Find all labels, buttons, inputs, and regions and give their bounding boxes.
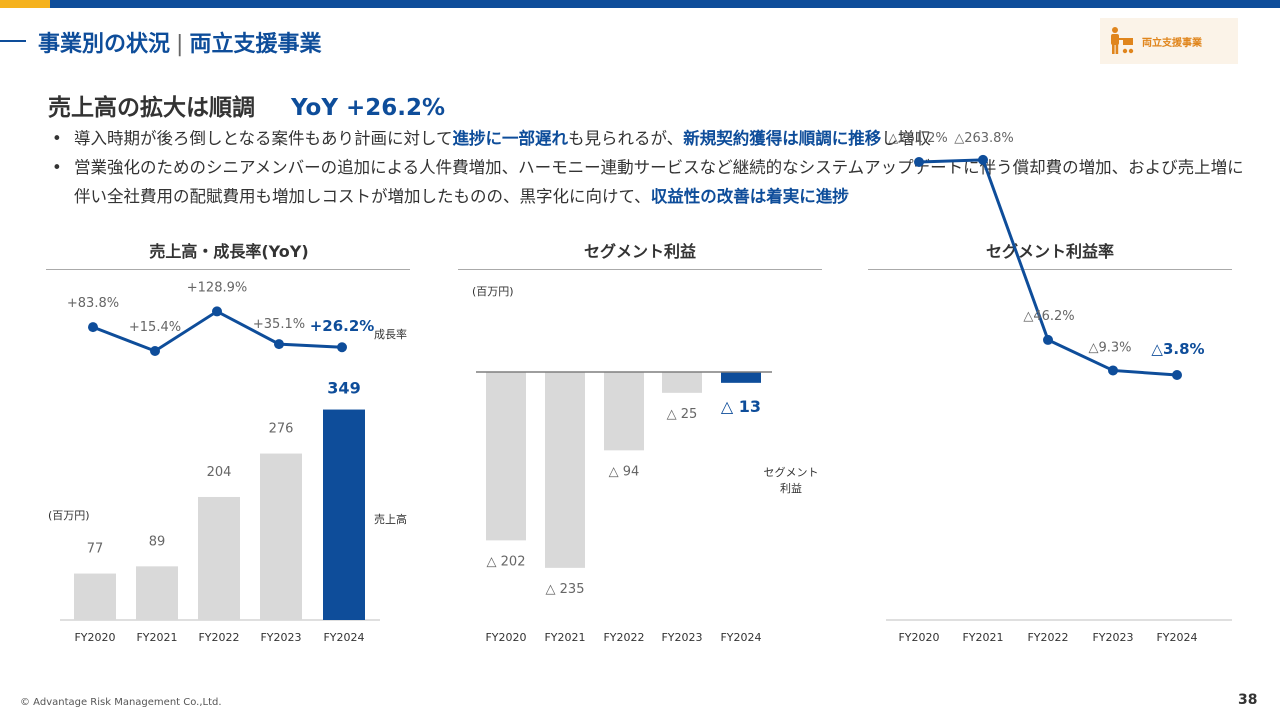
margin-x-tick: FY2023: [1092, 631, 1133, 644]
margin-chart-rule: [868, 269, 1232, 270]
growth-label: +35.1%: [253, 317, 305, 332]
sales-bar-label: 77: [87, 542, 104, 557]
bullet-1-highlight-2: 新規契約獲得は順調に推移: [683, 129, 882, 148]
sales-bar-legend: 売上高: [374, 512, 407, 526]
growth-point: [274, 339, 284, 350]
bullet-1-part-5: し増収: [881, 129, 931, 148]
sales-bar: [74, 573, 116, 620]
headline: 売上高の拡大は順調 YoY +26.2%: [48, 88, 445, 122]
growth-label: +83.8%: [67, 296, 119, 311]
profit-bar: [604, 372, 644, 451]
sales-bar-label: 204: [207, 465, 232, 480]
profit-bar-label: △ 202: [487, 554, 526, 569]
profit-bar-label: △ 94: [609, 464, 640, 479]
profit-x-tick: FY2022: [603, 631, 644, 644]
bullet-2-highlight-1: 収益性の改善は着実に進捗: [650, 187, 849, 206]
profit-bar-label: △ 25: [667, 407, 698, 422]
bullet-1-highlight-1: 進捗に一部遅れ: [452, 129, 569, 148]
margin-point: [1108, 365, 1118, 376]
title-separator: |: [176, 32, 184, 57]
sales-unit-label: (百万円): [48, 509, 90, 522]
margin-x-tick: FY2020: [898, 631, 939, 644]
profit-x-tick: FY2021: [544, 631, 585, 644]
margin-label: △9.3%: [1088, 340, 1131, 355]
profit-bar: [486, 372, 526, 541]
bullet-1-part-1: 導入時期が後ろ倒しとなる案件もあり計画に対して: [74, 129, 453, 148]
bullet-item-1: 導入時期が後ろ倒しとなる案件もあり計画に対して進捗に一部遅れも見られるが、新規契…: [48, 124, 1258, 153]
margin-label: △263.8%: [954, 131, 1014, 146]
sales-bar: [198, 496, 240, 620]
growth-point: [150, 346, 160, 356]
profit-x-tick: FY2020: [485, 631, 526, 644]
profit-x-tick: FY2024: [720, 631, 761, 644]
margin-point: [978, 154, 988, 165]
bullet-list: 導入時期が後ろ倒しとなる案件もあり計画に対して進捗に一部遅れも見られるが、新規契…: [48, 124, 1258, 211]
sales-x-tick: FY2024: [323, 631, 364, 644]
headline-text: 売上高の拡大は順調: [48, 95, 255, 121]
sales-x-tick: FY2021: [136, 631, 177, 644]
sales-x-tick: FY2020: [74, 631, 115, 644]
profit-legend-line1: セグメント: [764, 465, 819, 479]
page-title-main: 事業別の状況: [38, 32, 171, 57]
sales-chart-rule: [46, 269, 410, 270]
segment-badge: 両立支援事業: [1100, 18, 1238, 64]
margin-label: △261.2%: [888, 131, 948, 146]
sales-bar-label: 276: [269, 422, 294, 437]
profit-bar: [662, 372, 702, 393]
sales-bar: [260, 453, 302, 620]
margin-x-tick: FY2022: [1027, 631, 1068, 644]
bullet-1-part-3: も見られるが、: [568, 129, 684, 148]
growth-point: [88, 322, 98, 333]
margin-label: △3.8%: [1151, 340, 1204, 358]
parent-with-stroller-icon: [1111, 27, 1134, 54]
profit-legend-line2: 利益: [780, 481, 802, 495]
sales-bar-label: 89: [149, 534, 166, 549]
margin-point: [1172, 370, 1182, 380]
sales-bar: [323, 409, 365, 620]
page-number: 38: [1238, 692, 1258, 708]
growth-label: +128.9%: [187, 280, 247, 295]
sales-x-tick: FY2023: [260, 631, 301, 644]
margin-point: [914, 157, 924, 167]
bullet-2-part-1: 営業強化のためのシニアメンバーの追加による人件費増加、ハーモニー連動サービスなど…: [74, 158, 1244, 206]
growth-point: [212, 306, 222, 317]
footer-copyright: © Advantage Risk Management Co.,Ltd.: [20, 697, 222, 708]
page-subtitle: 両立支援事業: [189, 32, 322, 57]
page-title: 事業別の状況 | 両立支援事業: [38, 26, 321, 58]
profit-chart-rule: [458, 269, 822, 270]
margin-label: △46.2%: [1023, 309, 1074, 324]
growth-label: +26.2%: [310, 317, 375, 335]
badge-label: 両立支援事業: [1142, 37, 1202, 49]
profit-unit-label: (百万円): [472, 285, 514, 298]
growth-line-legend: 成長率: [374, 327, 407, 341]
growth-point: [337, 342, 347, 353]
margin-x-tick: FY2024: [1156, 631, 1197, 644]
top-accent-bar-blue: [50, 0, 1280, 8]
title-dash: [0, 40, 26, 42]
headline-yoy: YoY +26.2%: [291, 95, 446, 121]
profit-x-tick: FY2023: [661, 631, 702, 644]
profit-bar-label: △ 235: [546, 582, 585, 597]
profit-chart-title: セグメント利益: [583, 242, 696, 261]
profit-bar: [721, 372, 761, 383]
top-accent-bar-yellow: [0, 0, 50, 8]
bullet-item-2: 営業強化のためのシニアメンバーの追加による人件費増加、ハーモニー連動サービスなど…: [48, 153, 1258, 211]
margin-point: [1043, 334, 1053, 345]
sales-bar-label: 349: [327, 379, 360, 398]
sales-x-tick: FY2022: [198, 631, 239, 644]
growth-label: +15.4%: [129, 320, 181, 335]
profit-bar-label: △ 13: [721, 397, 761, 416]
sales-chart-title: 売上高・成長率(YoY): [149, 242, 309, 261]
sales-bar: [136, 566, 178, 620]
margin-x-tick: FY2021: [962, 631, 1003, 644]
profit-bar: [545, 372, 585, 568]
